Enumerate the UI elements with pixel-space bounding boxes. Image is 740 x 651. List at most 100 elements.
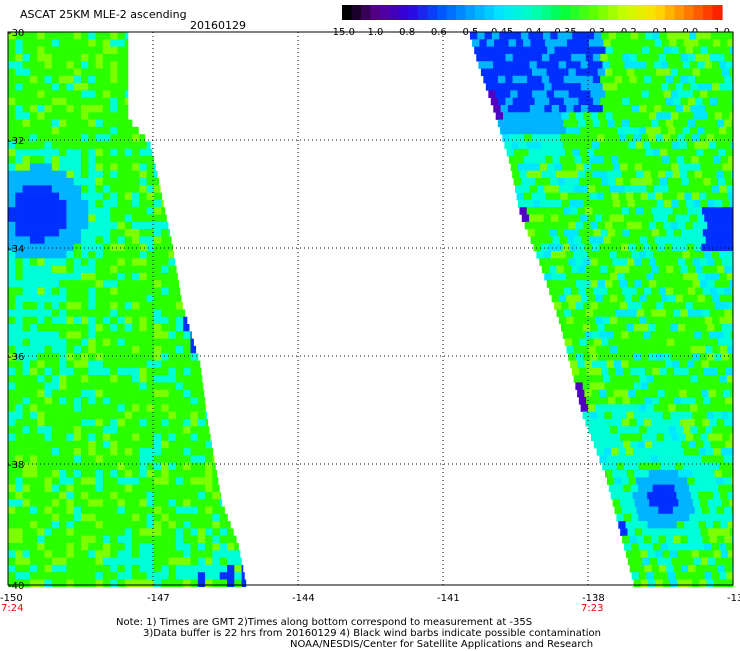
swath-cell (620, 90, 628, 98)
swath-cell (147, 200, 155, 208)
swath-cell (660, 514, 668, 522)
swath-cell (81, 251, 89, 259)
swath-cell (66, 412, 74, 420)
swath-cell (575, 382, 583, 390)
swath-cell (687, 244, 695, 252)
swath-cell (139, 521, 147, 529)
swath-cell (661, 543, 669, 551)
swath-cell (37, 266, 45, 274)
swath-cell (23, 98, 31, 106)
swath-cell (600, 288, 608, 296)
swath-cell (220, 565, 228, 573)
swath-cell (45, 61, 53, 69)
swath-cell (718, 441, 726, 449)
swath-cell (66, 32, 74, 40)
swath-cell (655, 193, 663, 201)
swath-cell (103, 69, 111, 77)
swath-cell (30, 375, 38, 383)
swath-cell (169, 346, 177, 354)
swath-cell (66, 353, 74, 361)
swath-cell (664, 558, 672, 566)
swath-cell (96, 528, 104, 536)
swath-cell (183, 448, 191, 456)
swath-cell (518, 163, 526, 171)
swath-cell (571, 120, 579, 128)
swath-cell (673, 76, 681, 84)
swath-cell (8, 558, 16, 566)
swath-cell (691, 236, 699, 244)
swath-cell (572, 339, 580, 347)
swath-cell (638, 368, 646, 376)
swath-cell (118, 426, 126, 434)
swath-cell (191, 404, 199, 412)
swath-cell (96, 382, 104, 390)
swath-cell (607, 76, 615, 84)
swath-cell (620, 200, 628, 208)
swath-cell (616, 368, 624, 376)
swath-cell (23, 54, 31, 62)
swath-cell (597, 134, 605, 142)
swath-cell (626, 412, 634, 420)
swath-cell (566, 215, 574, 223)
swath-cell (588, 426, 596, 434)
swath-cell (125, 346, 133, 354)
swath-cell (176, 463, 184, 471)
swath-cell (37, 331, 45, 339)
swath-cell (176, 550, 184, 558)
swath-cell (583, 382, 591, 390)
swath-cell (132, 156, 140, 164)
swath-cell (620, 47, 628, 55)
swath-cell (59, 499, 67, 507)
swath-cell (547, 280, 555, 288)
swath-cell (657, 434, 665, 442)
swath-cell (725, 178, 733, 186)
swath-cell (23, 404, 31, 412)
swath-cell (52, 105, 60, 113)
swath-cell (66, 485, 74, 493)
footer-credit: NOAA/NESDIS/Center for Satellite Applica… (290, 639, 593, 651)
swath-cell (103, 171, 111, 179)
swath-cell (191, 550, 199, 558)
swath-cell (110, 558, 118, 566)
swath-cell (45, 346, 53, 354)
swath-cell (621, 477, 629, 485)
swath-cell (66, 375, 74, 383)
swath-cell (59, 514, 67, 522)
swath-cell (594, 32, 602, 40)
swath-cell (30, 536, 38, 544)
swath-cell (621, 361, 629, 369)
swath-cell (88, 302, 96, 310)
swath-cell (227, 521, 231, 529)
swath-cell (118, 127, 126, 135)
swath-cell (685, 69, 693, 77)
swath-cell (588, 215, 596, 223)
swath-cell (529, 127, 537, 135)
swath-cell (662, 521, 670, 529)
swath-cell (505, 54, 513, 62)
swath-cell (622, 507, 630, 515)
swath-cell (205, 492, 213, 500)
swath-cell (118, 39, 126, 47)
swath-cell (23, 397, 31, 405)
swath-cell (110, 266, 118, 274)
swath-cell (484, 54, 492, 62)
swath-cell (8, 178, 16, 186)
swath-cell (52, 580, 60, 588)
swath-cell (30, 163, 38, 171)
swath-cell (586, 288, 594, 296)
swath-cell (81, 550, 89, 558)
swath-cell (45, 404, 53, 412)
swath-cell (722, 163, 730, 171)
swath-cell (554, 90, 562, 98)
swath-cell (574, 273, 582, 281)
swath-cell (183, 521, 191, 529)
swath-cell (664, 499, 672, 507)
swath-cell (169, 229, 170, 237)
swath-cell (706, 193, 714, 201)
swath-cell (110, 39, 118, 47)
swath-cell (15, 507, 23, 515)
swath-cell (74, 185, 82, 193)
swath-cell (675, 215, 683, 223)
swath-cell (132, 536, 140, 544)
swath-cell (660, 485, 668, 493)
